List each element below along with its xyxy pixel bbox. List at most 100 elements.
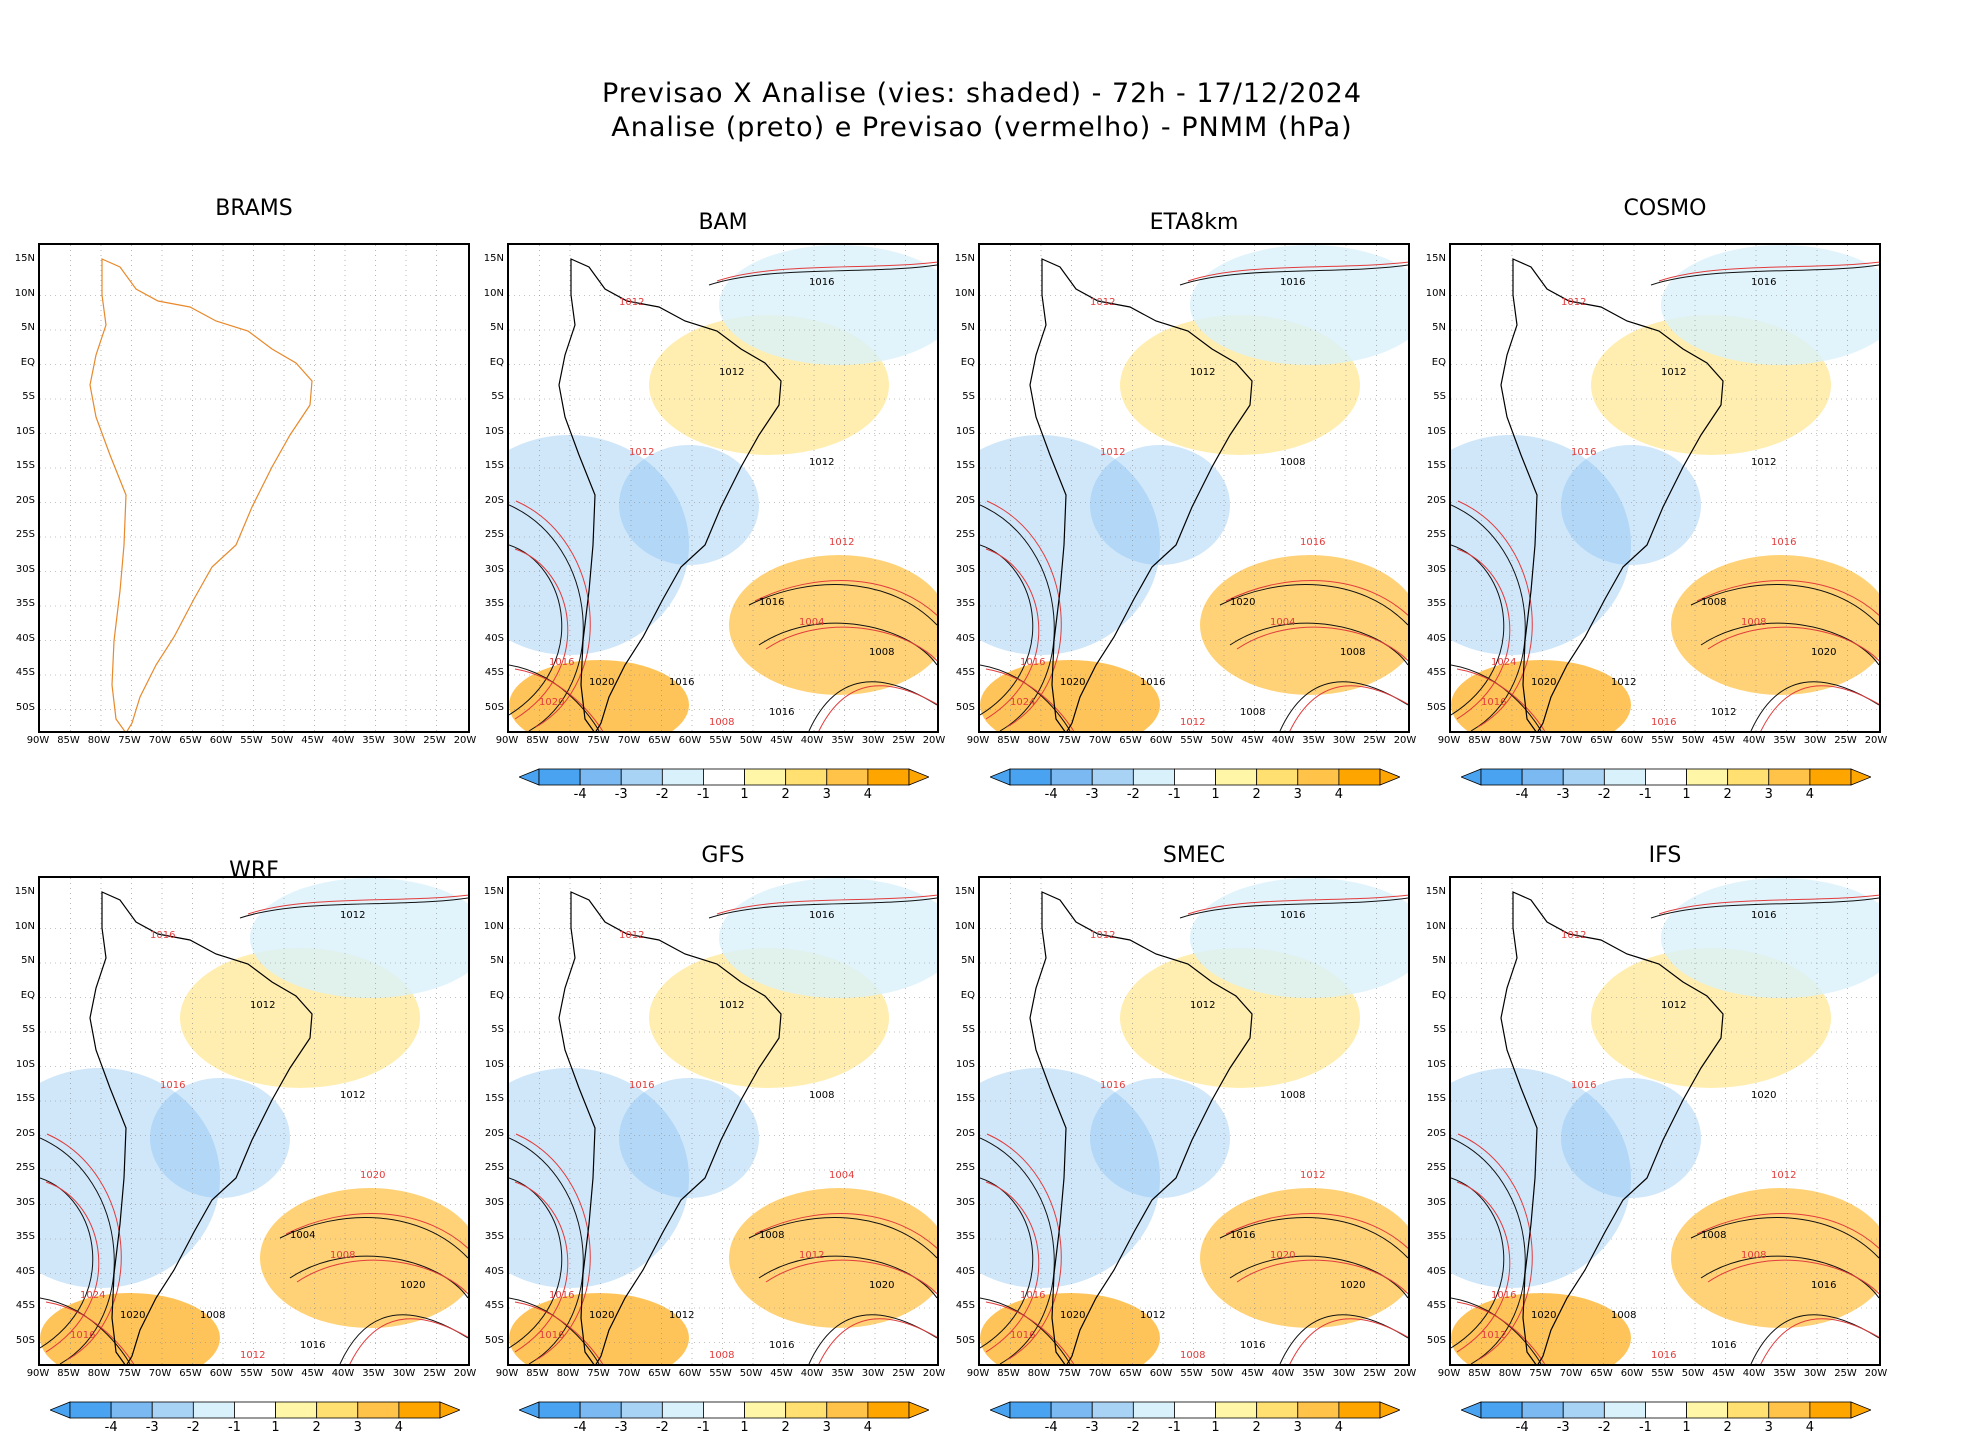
- forecast-isobar: [1658, 894, 1879, 915]
- contour-label: 1020: [1811, 647, 1836, 658]
- bias-shade-3: [1090, 1078, 1230, 1198]
- contour-label: 1016: [1020, 1290, 1045, 1301]
- contour-label: 1020: [360, 1170, 385, 1181]
- lon-tick-label: 55W: [1180, 1368, 1203, 1379]
- forecast-isobar: [1225, 1213, 1408, 1250]
- contour-label: 1016: [809, 277, 834, 288]
- colorbar-label: 3: [353, 1420, 362, 1435]
- contour-label: 1012: [629, 447, 654, 458]
- lon-tick-label: 75W: [118, 735, 141, 746]
- lat-tick-label: 45S: [1426, 667, 1446, 678]
- forecast-isobar: [985, 1301, 1075, 1364]
- contour-label: 1016: [1481, 697, 1506, 708]
- lat-tick-label: 20S: [15, 1127, 35, 1139]
- contour-label: 1016: [1651, 717, 1676, 728]
- forecast-isobar: [1658, 261, 1879, 282]
- lat-tick-label: EQ: [20, 356, 35, 368]
- colorbar-label: -1: [1167, 1420, 1181, 1435]
- contour-label: 1016: [629, 1080, 654, 1091]
- coastline: [1500, 891, 1724, 1364]
- bias-shade-0: [980, 1068, 1160, 1288]
- lat-tick-label: 30S: [15, 563, 35, 575]
- lon-tick-label: 30W: [1332, 735, 1356, 746]
- lon-tick-label: 45W: [770, 735, 793, 746]
- colorbar-label: -4: [1044, 1420, 1058, 1435]
- lon-tick-label: 70W: [1559, 735, 1583, 746]
- colorbar-label: -3: [1085, 787, 1099, 802]
- lon-tick-label: 25W: [892, 1368, 915, 1379]
- lat-tick-label: 35S: [1426, 598, 1446, 609]
- contour-label: 1016: [1491, 1290, 1516, 1301]
- colorbar-label: -3: [1556, 787, 1570, 802]
- lat-tick-label: 10S: [484, 1058, 504, 1070]
- lon-tick-label: 90W: [26, 735, 50, 746]
- lon-tick-label: 25W: [423, 1368, 446, 1379]
- lat-tick-label: 10S: [955, 1058, 975, 1070]
- lon-tick-label: 75W: [1529, 735, 1552, 746]
- analysis-isobar: [289, 1255, 468, 1299]
- contour-label: 1020: [1060, 1310, 1085, 1321]
- contour-label: 1008: [759, 1230, 784, 1241]
- lon-tick-label: 70W: [1088, 1368, 1112, 1379]
- contour-label: 1016: [1651, 1350, 1676, 1361]
- colorbar-label: 4: [394, 1420, 404, 1435]
- lon-tick-label: 65W: [1119, 1368, 1142, 1379]
- lat-tick-label: 5N: [21, 955, 35, 966]
- lon-tick-label: 65W: [179, 1368, 202, 1379]
- contour-label: 1016: [1300, 537, 1325, 548]
- lat-tick-label: 10S: [1426, 1058, 1446, 1070]
- forecast-isobar: [754, 580, 937, 617]
- contour-label: 1024: [1010, 697, 1035, 708]
- lat-tick-label: 25S: [1426, 1162, 1446, 1173]
- contour-label: 1004: [829, 1170, 854, 1181]
- contour-label: 1008: [1741, 617, 1766, 628]
- lon-tick-label: 90W: [1437, 1368, 1461, 1379]
- contour-label: 1016: [809, 910, 834, 921]
- analysis-isobar: [1690, 1217, 1879, 1259]
- lat-tick-label: 45S: [15, 667, 35, 678]
- lon-tick-label: 65W: [1590, 1368, 1613, 1379]
- contour-label: 1004: [799, 617, 824, 628]
- panel-title-bam: BAM: [698, 210, 748, 235]
- lat-tick-label: 30S: [484, 563, 504, 575]
- analysis-isobar: [758, 1255, 937, 1299]
- lat-tick-label: EQ: [489, 356, 504, 368]
- colorbar-wrf: -4 -3 -2 -1 1 2 3 4: [48, 1400, 462, 1444]
- bias-shade-4: [40, 1293, 220, 1364]
- lon-tick-label: 80W: [556, 735, 580, 746]
- forecast-isobar: [818, 685, 937, 731]
- lon-tick-label: 45W: [1241, 735, 1264, 746]
- forecast-isobar: [1456, 1301, 1546, 1364]
- lat-tick-label: 25S: [484, 529, 504, 540]
- lat-tick-label: 5S: [22, 391, 35, 402]
- lon-tick-label: 80W: [1498, 735, 1522, 746]
- contour-label: 1012: [1100, 447, 1125, 458]
- analysis-isobar: [708, 897, 937, 919]
- contour-label: 1016: [669, 677, 694, 688]
- contour-label: 1024: [80, 1290, 105, 1301]
- lat-tick-label: 10S: [955, 425, 975, 437]
- lon-tick-label: 65W: [1119, 735, 1142, 746]
- analysis-isobar: [1700, 1255, 1879, 1299]
- lat-tick-label: 20S: [1426, 1127, 1446, 1139]
- lon-tick-label: 45W: [1712, 735, 1735, 746]
- lat-tick-label: 40S: [15, 632, 35, 644]
- bias-shade-3: [150, 1078, 290, 1198]
- contour-label: 1016: [1571, 447, 1596, 458]
- lon-tick-label: 50W: [1210, 1368, 1234, 1379]
- contour-label: 1016: [759, 597, 784, 608]
- contour-label: 1008: [1611, 1310, 1636, 1321]
- map-panel-eta8km: 1016 1012 1012 1012 1008 1016 1020 1004 1008 1016…: [978, 243, 1410, 733]
- contour-label: 1016: [549, 1290, 574, 1301]
- contour-label: 1016: [1280, 910, 1305, 921]
- contour-label: 1016: [769, 1340, 794, 1351]
- contour-label: 1012: [809, 457, 834, 468]
- colorbar-label: -3: [1556, 1420, 1570, 1435]
- lon-tick-label: 85W: [57, 735, 80, 746]
- lat-tick-label: EQ: [960, 989, 975, 1001]
- lon-tick-label: 60W: [678, 735, 702, 746]
- panel-title-smec: SMEC: [1162, 843, 1226, 868]
- contour-label: 1020: [1340, 1280, 1365, 1291]
- lon-tick-label: 65W: [1590, 735, 1613, 746]
- bias-shade-3: [619, 445, 759, 565]
